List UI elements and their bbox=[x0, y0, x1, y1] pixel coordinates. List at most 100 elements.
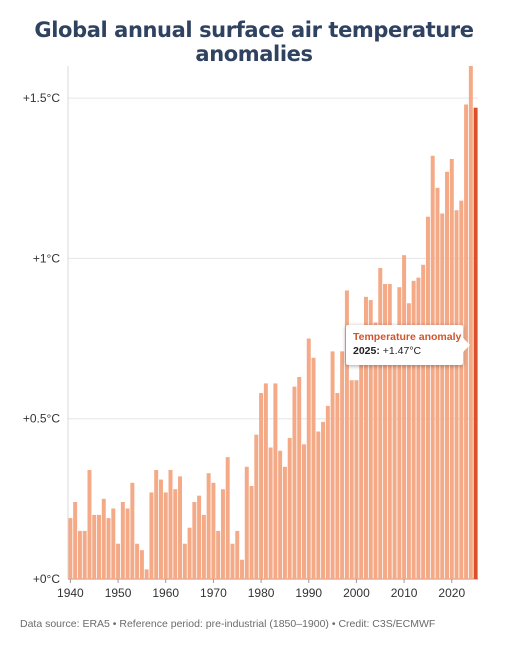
bar-2002[interactable] bbox=[363, 296, 368, 579]
tooltip-value: +1.47°C bbox=[382, 345, 422, 357]
bar-1950[interactable] bbox=[116, 543, 121, 579]
bar-1959[interactable] bbox=[158, 479, 163, 579]
bar-1986[interactable] bbox=[287, 437, 292, 579]
bar-2011[interactable] bbox=[406, 303, 411, 579]
bar-1957[interactable] bbox=[149, 492, 154, 579]
bar-1998[interactable] bbox=[344, 290, 349, 579]
bar-1948[interactable] bbox=[106, 518, 111, 579]
bar-2016[interactable] bbox=[430, 155, 435, 579]
bar-1992[interactable] bbox=[316, 431, 321, 579]
bar-1964[interactable] bbox=[182, 543, 187, 579]
bar-1947[interactable] bbox=[101, 498, 106, 579]
bar-1963[interactable] bbox=[178, 476, 183, 579]
bar-1968[interactable] bbox=[201, 514, 206, 579]
bar-1967[interactable] bbox=[197, 495, 202, 579]
bar-1941[interactable] bbox=[73, 502, 78, 579]
bar-2000[interactable] bbox=[354, 380, 359, 579]
bar-1952[interactable] bbox=[125, 508, 130, 579]
bar-2025[interactable] bbox=[473, 107, 478, 580]
bar-1974[interactable] bbox=[230, 543, 235, 579]
bar-2022[interactable] bbox=[459, 200, 464, 579]
bar-1955[interactable] bbox=[139, 550, 144, 579]
bar-2005[interactable] bbox=[378, 267, 383, 579]
bar-1991[interactable] bbox=[311, 357, 316, 579]
bar-2021[interactable] bbox=[454, 210, 459, 579]
bar-2019[interactable] bbox=[445, 171, 449, 579]
bar-1999[interactable] bbox=[349, 380, 354, 579]
bar-1940[interactable] bbox=[68, 518, 73, 579]
x-axis-ticks: 1940 1950 1960 1970 1980 1990 2000 2010 2020 bbox=[57, 579, 465, 600]
bar-1961[interactable] bbox=[168, 469, 173, 579]
bar-1953[interactable] bbox=[130, 482, 135, 579]
bar-1996[interactable] bbox=[335, 393, 340, 579]
bar-1972[interactable] bbox=[220, 489, 225, 579]
bar-1958[interactable] bbox=[154, 469, 159, 579]
bar-1966[interactable] bbox=[192, 502, 197, 579]
bar-1951[interactable] bbox=[120, 502, 125, 579]
bar-1943[interactable] bbox=[82, 530, 87, 579]
bar-1962[interactable] bbox=[173, 489, 178, 579]
bar-2006[interactable] bbox=[383, 284, 388, 579]
bar-1983[interactable] bbox=[273, 383, 278, 579]
x-tick-label: 1990 bbox=[295, 586, 322, 600]
bar-1984[interactable] bbox=[278, 450, 283, 579]
bar-1946[interactable] bbox=[97, 514, 101, 579]
bar-1944[interactable] bbox=[87, 469, 92, 579]
bar-2009[interactable] bbox=[397, 287, 402, 579]
bar-2008[interactable] bbox=[392, 332, 397, 579]
bar-2015[interactable] bbox=[425, 216, 430, 579]
bar-1977[interactable] bbox=[244, 466, 249, 579]
y-tick-label: +0.5°C bbox=[23, 412, 60, 426]
bar-1982[interactable] bbox=[268, 447, 273, 579]
bar-1960[interactable] bbox=[163, 492, 168, 579]
source-credit: Data source: ERA5 • Reference period: pr… bbox=[20, 618, 436, 630]
bar-2007[interactable] bbox=[387, 284, 392, 579]
bar-1994[interactable] bbox=[325, 405, 330, 579]
bar-1981[interactable] bbox=[263, 383, 268, 579]
bar-1945[interactable] bbox=[92, 514, 97, 579]
y-tick-label: +0°C bbox=[33, 572, 60, 586]
bar-1997[interactable] bbox=[340, 351, 345, 579]
x-tick-label: 2000 bbox=[343, 586, 370, 600]
x-tick-label: 1960 bbox=[152, 586, 179, 600]
bar-2024[interactable] bbox=[468, 66, 473, 579]
tooltip-title: Temperature anomaly bbox=[353, 331, 462, 343]
x-tick-label: 1970 bbox=[200, 586, 227, 600]
bars bbox=[68, 66, 478, 580]
bar-1978[interactable] bbox=[249, 486, 254, 579]
x-tick-label: 1940 bbox=[57, 586, 84, 600]
x-tick-label: 2020 bbox=[438, 586, 465, 600]
bar-1949[interactable] bbox=[111, 508, 116, 579]
bar-2004[interactable] bbox=[373, 322, 378, 580]
bar-2012[interactable] bbox=[411, 280, 416, 579]
bar-1988[interactable] bbox=[297, 377, 302, 579]
bar-2018[interactable] bbox=[440, 213, 445, 580]
bar-2010[interactable] bbox=[402, 255, 407, 579]
bar-2020[interactable] bbox=[449, 158, 454, 579]
bar-1970[interactable] bbox=[211, 482, 216, 579]
bar-1942[interactable] bbox=[77, 530, 82, 579]
bar-1993[interactable] bbox=[321, 421, 326, 579]
bar-1954[interactable] bbox=[135, 543, 140, 579]
anomaly-tooltip: Temperature anomaly 2025: +1.47°C bbox=[346, 325, 470, 365]
bar-1990[interactable] bbox=[306, 338, 311, 579]
bar-2017[interactable] bbox=[435, 187, 440, 579]
bar-1956[interactable] bbox=[144, 569, 149, 579]
bar-1971[interactable] bbox=[216, 530, 221, 579]
bar-1975[interactable] bbox=[235, 530, 240, 579]
bar-1976[interactable] bbox=[240, 559, 244, 579]
bar-1965[interactable] bbox=[187, 527, 192, 579]
y-tick-label: +1°C bbox=[33, 251, 60, 265]
bar-1973[interactable] bbox=[225, 457, 230, 579]
bar-1969[interactable] bbox=[206, 473, 211, 579]
bar-1985[interactable] bbox=[282, 466, 287, 579]
bar-2014[interactable] bbox=[421, 264, 426, 579]
bar-2001[interactable] bbox=[359, 335, 364, 579]
bar-1980[interactable] bbox=[259, 393, 264, 579]
bar-2013[interactable] bbox=[416, 277, 421, 579]
bar-1995[interactable] bbox=[330, 351, 335, 579]
bar-2003[interactable] bbox=[368, 300, 373, 579]
bar-1989[interactable] bbox=[302, 444, 306, 579]
bar-1987[interactable] bbox=[292, 386, 297, 579]
bar-1979[interactable] bbox=[254, 434, 259, 579]
